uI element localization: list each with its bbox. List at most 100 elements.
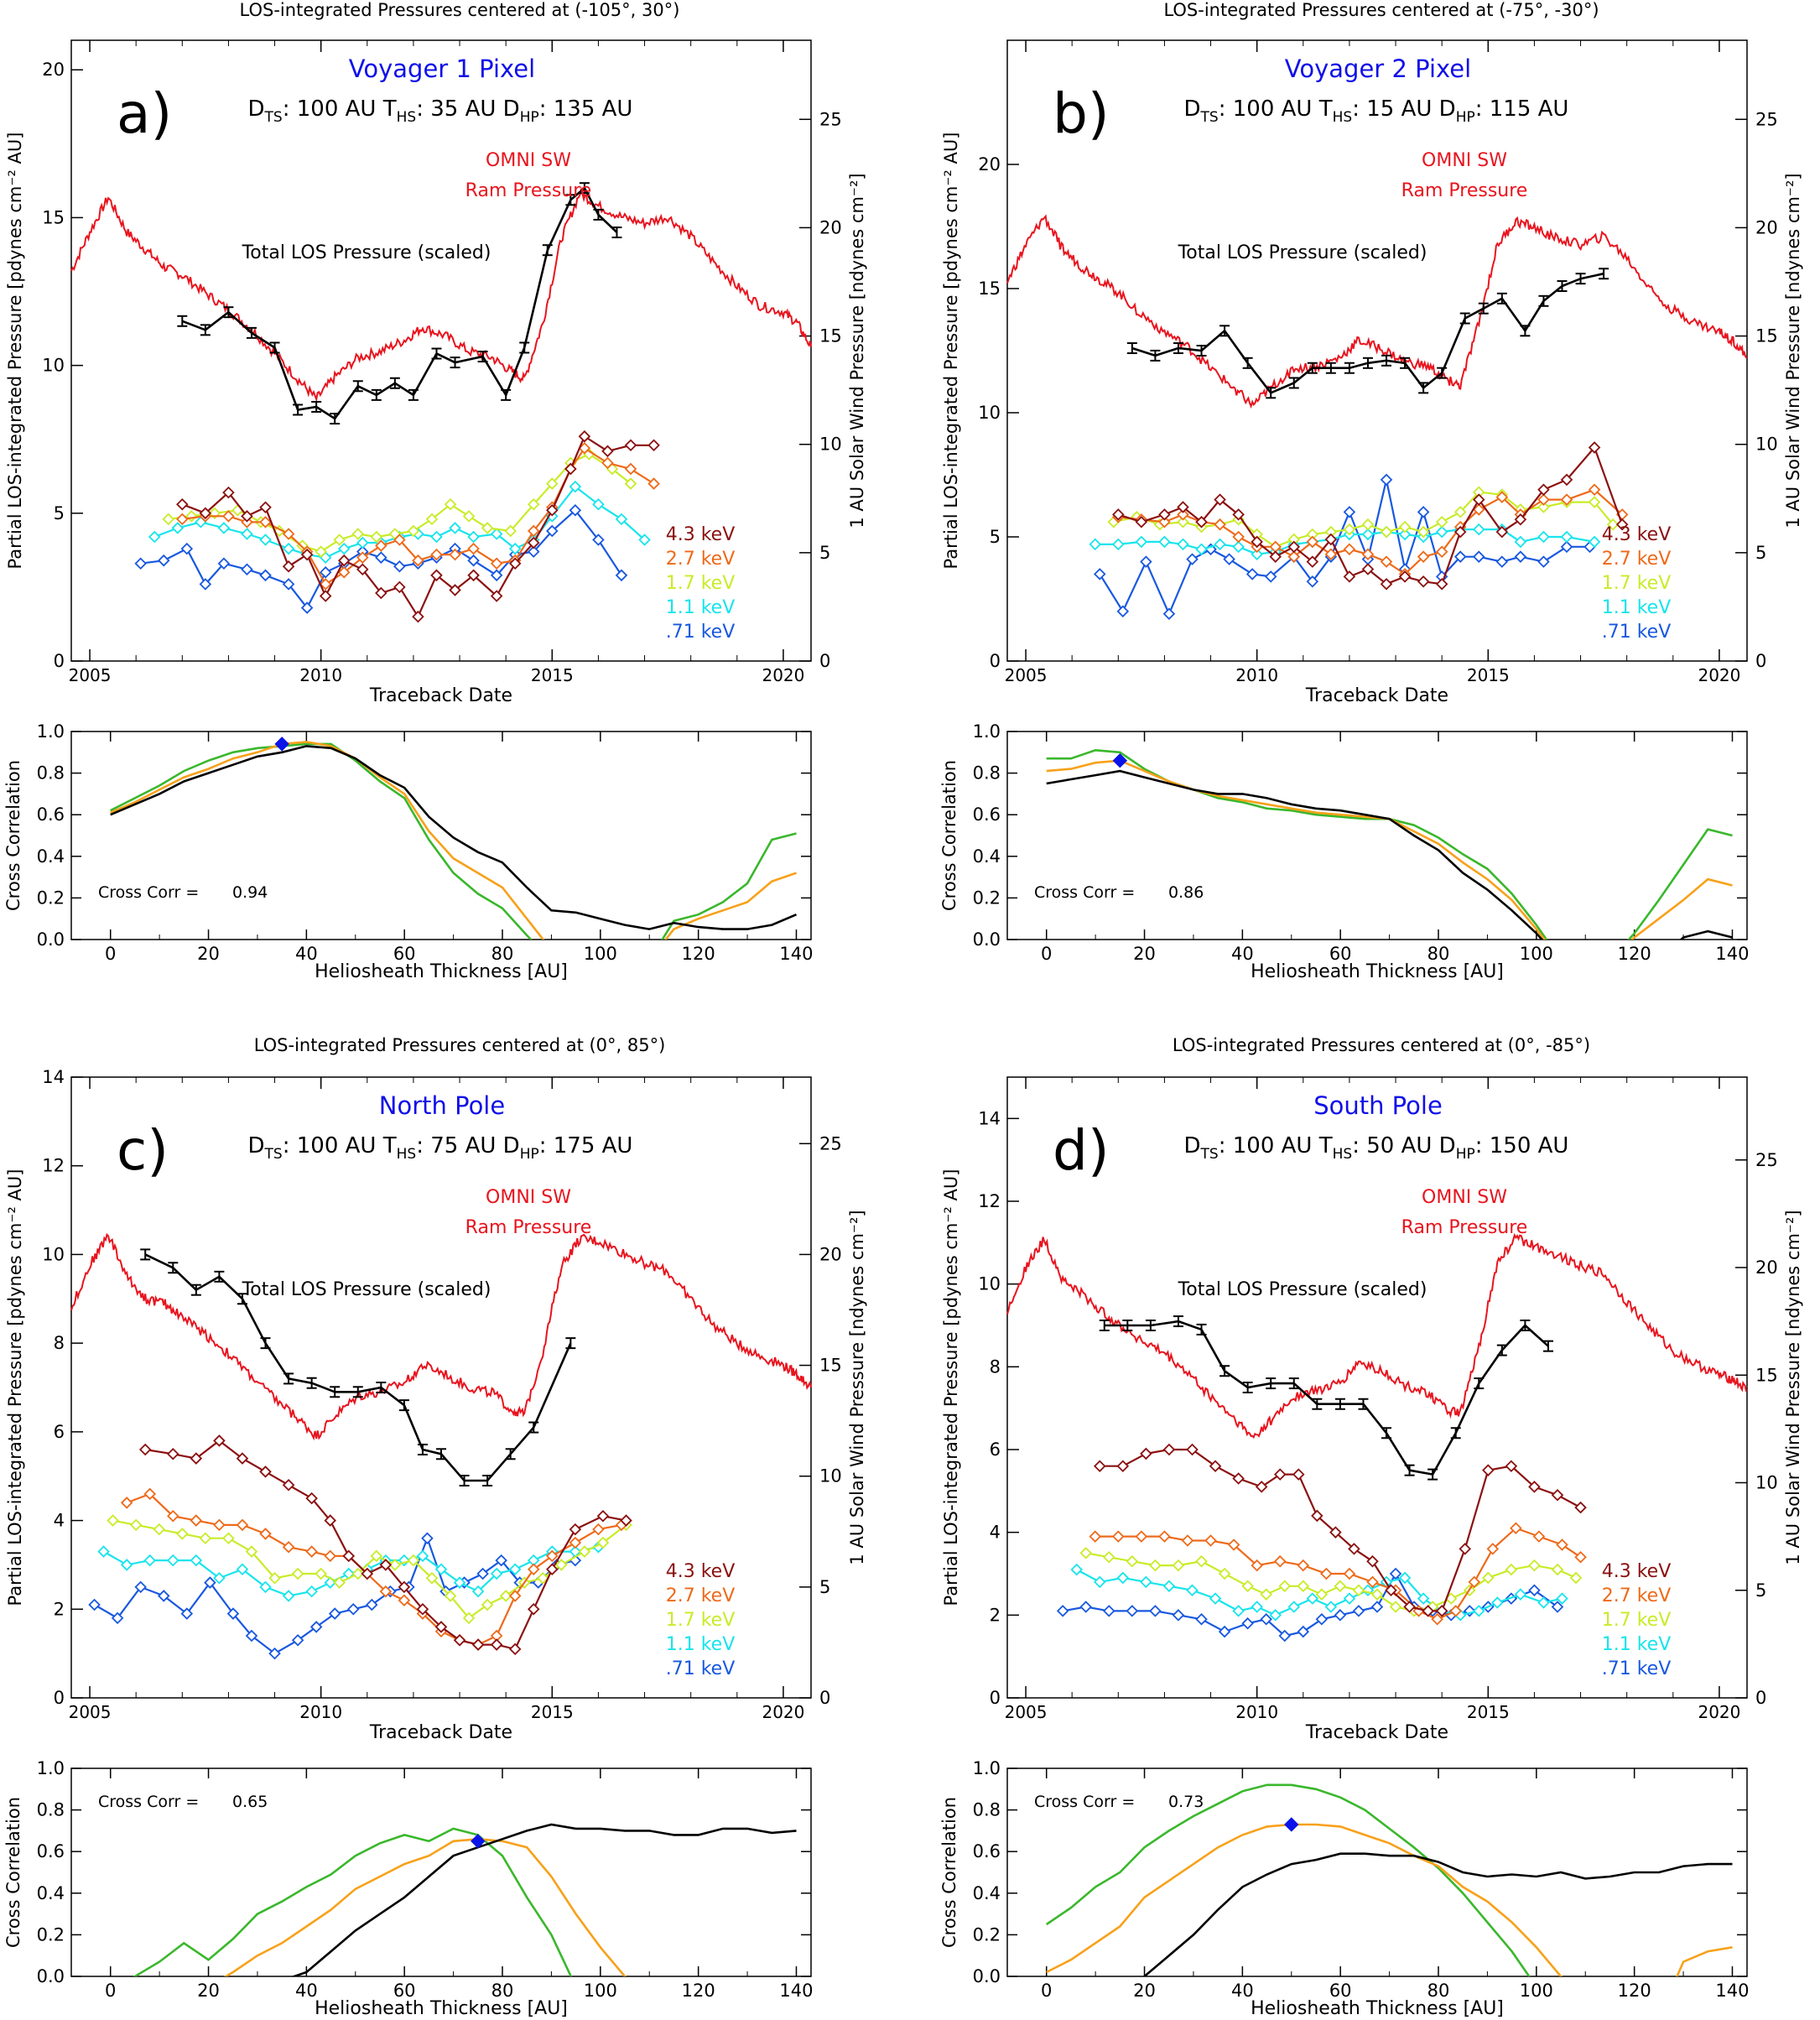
series-e27-point-d — [1227, 1538, 1240, 1551]
cc-x-tick-label-c: 80 — [491, 1981, 514, 2001]
x-tick-label-b: 2010 — [1235, 665, 1278, 685]
total-los-label-b: Total LOS Pressure (scaled) — [1178, 242, 1427, 263]
cc-y-tick-label-b: 0.6 — [973, 804, 1001, 825]
series-e27-point-d — [1181, 1534, 1194, 1547]
cc-value-d: 0.73 — [1168, 1793, 1204, 1811]
series-e071-point-c — [245, 1629, 258, 1643]
series-e071-point-b — [1245, 568, 1259, 580]
series-e17-point-a — [624, 477, 637, 490]
series-e17-point-c — [268, 1572, 281, 1585]
series-e071-point-c — [204, 1576, 216, 1589]
series-e17-point-b — [1361, 518, 1375, 531]
series-e071-point-b — [1537, 555, 1550, 568]
legend-e11-a: 1.1 keV — [666, 597, 736, 618]
series-e17-point-c — [315, 1567, 327, 1580]
cc-x-tick-label-a: 100 — [584, 944, 617, 964]
y-axis-label-right-c: 1 AU Solar Wind Pressure [ndynes cm⁻²] — [847, 1210, 867, 1564]
series-e27-point-b — [1214, 518, 1226, 531]
series-e27-point-a — [449, 548, 461, 561]
panel-letter-b: b) — [1053, 81, 1110, 146]
series-e071-point-a — [259, 569, 272, 582]
series-e071-point-c — [328, 1607, 341, 1620]
series-e071-point-d — [1551, 1601, 1564, 1613]
cc-peak-marker-d — [1284, 1817, 1299, 1832]
series-e27-point-d — [1251, 1559, 1263, 1572]
cc-x-tick-label-a: 140 — [779, 944, 813, 964]
series-e11-point-b — [1361, 528, 1375, 541]
series-e17-point-a — [351, 528, 365, 540]
series-e43-point-b — [1232, 508, 1245, 521]
series-e17-point-b — [1417, 525, 1430, 539]
series-e11-point-a — [259, 534, 272, 546]
series-e071-point-d — [1334, 1609, 1347, 1622]
cc-x-axis-label-d: Heliosheath Thickness [AU] — [1251, 1998, 1504, 2019]
series-e43-point-a — [490, 590, 503, 602]
series-e11-point-c — [305, 1585, 318, 1598]
series-e27-point-c — [527, 1563, 540, 1575]
cc-peak-marker-c — [471, 1834, 486, 1849]
cc-line-orange-c — [223, 1837, 627, 1976]
series-e43-point-a — [430, 569, 443, 582]
series-e17-point-a — [481, 522, 494, 534]
y-tick-label-left-c: 10 — [42, 1244, 65, 1264]
y-tick-label-right-a: 25 — [819, 109, 842, 129]
series-e11-point-b — [1158, 535, 1171, 549]
legend-e43-a: 4.3 keV — [666, 524, 736, 545]
series-e11-point-d — [1491, 1596, 1504, 1609]
series-e11-point-d — [1473, 1605, 1485, 1617]
series-e43-point-b — [1324, 533, 1338, 546]
series-e27-point-a — [319, 578, 332, 591]
series-e17-point-c — [499, 1590, 512, 1602]
series-e43-point-d — [1209, 1460, 1222, 1473]
series-e27-point-d — [1510, 1522, 1522, 1535]
series-e43-point-b — [1195, 515, 1208, 528]
cc-line-black-d — [1142, 1852, 1733, 1976]
series-e43-point-b — [1361, 563, 1375, 575]
series-e43-point-c — [190, 1452, 203, 1465]
series-e43-point-b — [1343, 570, 1356, 583]
series-e17-point-c — [388, 1559, 402, 1571]
series-e43-point-a — [375, 586, 387, 600]
series-e11-point-a — [430, 530, 443, 544]
series-e11-point-c — [143, 1554, 156, 1567]
series-e43-point-a — [319, 590, 332, 602]
series-e27-point-d — [1574, 1550, 1587, 1564]
legend-e27-d: 2.7 keV — [1602, 1585, 1672, 1606]
series-e11-point-b — [1435, 525, 1448, 539]
series-e43-point-c — [324, 1514, 336, 1527]
total-los-line-d — [1104, 1320, 1549, 1476]
cc-x-tick-label-b: 120 — [1618, 944, 1651, 964]
omni-label-2-a: Ram Pressure — [465, 180, 592, 201]
series-e071-point-d — [1241, 1617, 1254, 1630]
y-tick-label-left-d: 12 — [978, 1191, 1001, 1211]
y-axis-label-left-b: Partial LOS-integrated Pressure [pdynes … — [941, 133, 961, 570]
series-e11-point-a — [615, 513, 628, 526]
panel-b-cc-chart: 0 20 40 60 80 100 120 140 0.0 0.2 0.4 0.6 0.8 1.0 Heli… — [939, 721, 1750, 982]
y-tick-label-right-d: 5 — [1755, 1580, 1766, 1601]
y-axis-label-left-c: Partial LOS-integrated Pressure [pdynes … — [5, 1169, 25, 1606]
series-e071-point-c — [495, 1554, 507, 1567]
cc-line-green-a — [110, 742, 797, 940]
y-tick-label-left-c: 2 — [54, 1599, 65, 1619]
series-e17-point-a — [185, 510, 198, 523]
series-e27-point-d — [1204, 1534, 1217, 1547]
series-e11-point-d — [1287, 1601, 1301, 1613]
series-e43-line-c — [145, 1440, 627, 1651]
series-e11-point-d — [1251, 1601, 1263, 1613]
series-e43-point-b — [1398, 570, 1412, 583]
series-e27-point-b — [1495, 491, 1509, 503]
series-e17-point-c — [153, 1523, 166, 1536]
legend-e27-b: 2.7 keV — [1602, 549, 1672, 570]
legend-e11-b: 1.1 keV — [1602, 597, 1672, 618]
series-e27-point-d — [1297, 1559, 1310, 1572]
series-e071-point-b — [1417, 506, 1430, 518]
legend-e11-c: 1.1 keV — [666, 1634, 736, 1655]
cc-x-tick-label-d: 80 — [1427, 1981, 1450, 2001]
series-e43-point-a — [412, 610, 424, 623]
series-e27-point-b — [1177, 508, 1189, 521]
cc-y-tick-label-d: 0.2 — [973, 1924, 1001, 1945]
series-e071-point-b — [1186, 553, 1199, 565]
shock-params-b: DTS: 100 AU THS: 15 AU DHP: 115 AU — [1184, 96, 1569, 126]
